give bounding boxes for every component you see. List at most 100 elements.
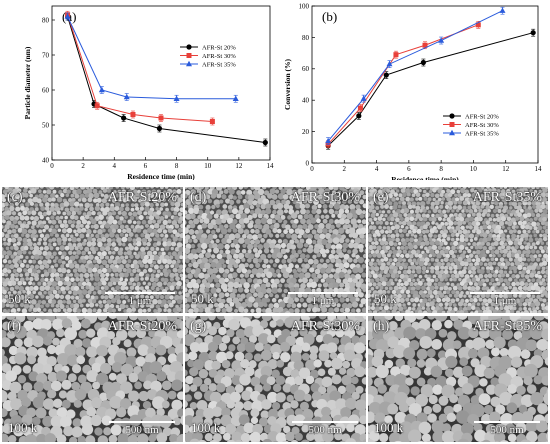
x-tick-label: 14 [267, 162, 275, 170]
data-point [64, 13, 71, 19]
data-point [422, 42, 428, 48]
sem-particles [368, 187, 548, 313]
sem-image-h: (h) AFR-St35% 100 k 500 nm [368, 316, 548, 442]
scale-bar [292, 421, 358, 423]
sem-panel-tag: (d) [190, 190, 207, 205]
x-tick-label: 2 [343, 165, 347, 173]
sem-texture [368, 316, 548, 442]
plot-frame [51, 5, 271, 161]
legend-marker [186, 44, 192, 50]
scale-label: 500 nm [125, 424, 159, 436]
y-axis-title: Conversion (%) [283, 58, 292, 110]
x-tick-label: 8 [175, 162, 179, 170]
x-tick-label: 8 [439, 165, 443, 173]
sem-particles [2, 187, 183, 313]
data-point [173, 95, 180, 101]
x-tick-label: 4 [113, 162, 117, 170]
sem-sample-label: AFR-St20% [107, 319, 177, 334]
y-tick-label: 100 [299, 2, 310, 10]
sem-image-g: (g) AFR-St30% 100 k 500 nm [185, 316, 366, 442]
scale-label: 500 nm [490, 424, 524, 436]
sem-image-c: (c) AFR-St20% 50 k 1 μm [2, 187, 183, 313]
legend-label: AFR-St 35% [465, 130, 499, 137]
y-tick-label: 70 [42, 51, 50, 59]
data-point [158, 115, 164, 121]
data-point [156, 125, 163, 132]
x-tick-label: 0 [310, 165, 314, 173]
scale-label: 1 μm [493, 295, 517, 307]
y-tick-label: 60 [42, 86, 50, 94]
sem-sample-label: AFR-St35% [472, 319, 542, 334]
legend-marker [186, 60, 192, 67]
sem-magnification: 50 k [374, 291, 397, 306]
sem-scale: 500 nm [292, 421, 358, 436]
sem-image-f: (f) AFR-St20% 100 k 500 nm [2, 316, 183, 442]
x-tick-label: 12 [502, 165, 510, 173]
y-tick-label: 80 [302, 34, 310, 42]
x-tick-label: 10 [470, 165, 478, 173]
data-point [530, 30, 536, 36]
sem-panel-tag: (e) [373, 190, 389, 205]
series-line [327, 32, 534, 147]
legend-marker [449, 129, 455, 136]
sem-magnification: 100 k [374, 420, 404, 435]
y-tick-label: 40 [302, 97, 310, 105]
data-point [262, 139, 268, 146]
legend-marker [449, 113, 455, 119]
scale-label: 1 μm [128, 295, 152, 307]
y-tick-label: 80 [42, 16, 50, 24]
data-point [420, 59, 426, 66]
data-point [232, 95, 239, 101]
x-axis-title: Residence time (min) [127, 172, 195, 180]
y-tick-label: 20 [302, 128, 310, 136]
x-axis-title: Residence time (min) [391, 175, 459, 180]
sem-texture [368, 187, 548, 313]
x-tick-label: 14 [535, 165, 543, 173]
data-point [121, 115, 127, 121]
sem-sample-label: AFR-St30% [290, 319, 360, 334]
sem-particles [185, 187, 366, 313]
sem-magnification: 50 k [191, 291, 214, 306]
y-tick-label: 50 [42, 121, 50, 129]
data-point [386, 60, 393, 67]
legend-label: AFR-St 20% [202, 44, 236, 51]
scale-bar [470, 292, 540, 294]
x-tick-label: 0 [50, 162, 54, 170]
sem-particles [185, 316, 366, 442]
series-line [327, 24, 479, 145]
sem-magnification: 100 k [8, 420, 38, 435]
x-tick-label: 6 [144, 162, 148, 170]
sem-panel-tag: (g) [190, 319, 207, 334]
y-tick-label: 40 [42, 156, 50, 164]
sem-magnification: 100 k [191, 420, 221, 435]
data-point [438, 37, 445, 43]
sem-sample-label: AFR-St35% [472, 190, 542, 205]
sem-image-d: (d) AFR-St30% 50 k 1 μm [185, 187, 366, 313]
sem-particles [2, 316, 183, 442]
data-point [356, 113, 362, 119]
y-tick-label: 0 [306, 159, 310, 167]
data-point [475, 22, 481, 28]
y-axis-title: Particle diameter (nm) [23, 46, 32, 119]
chart-a: 0 2 4 6 8 10 12 14 40 50 60 70 80 Residence time (min… [23, 5, 275, 180]
x-tick-label: 6 [407, 165, 411, 173]
data-point [393, 52, 399, 58]
x-tick-label: 10 [204, 162, 212, 170]
data-point [98, 86, 105, 93]
scale-label: 1 μm [311, 295, 335, 307]
scale-label: 500 nm [308, 424, 342, 436]
sem-scale: 1 μm [470, 292, 540, 307]
sem-image-e: (e) AFR-St35% 50 k 1 μm [368, 187, 548, 313]
data-point [123, 93, 130, 100]
scale-bar [109, 421, 175, 423]
legend-label: AFR-St 30% [465, 122, 499, 129]
sem-texture [2, 187, 183, 313]
scale-bar [105, 292, 175, 294]
sem-panel-tag: (f) [7, 319, 21, 334]
data-point [383, 72, 389, 78]
data-point [360, 95, 367, 101]
sem-magnification: 50 k [8, 291, 31, 306]
legend-marker [186, 53, 192, 58]
legend-label: AFR-St 35% [202, 61, 236, 68]
sem-sample-label: AFR-St20% [107, 190, 177, 205]
